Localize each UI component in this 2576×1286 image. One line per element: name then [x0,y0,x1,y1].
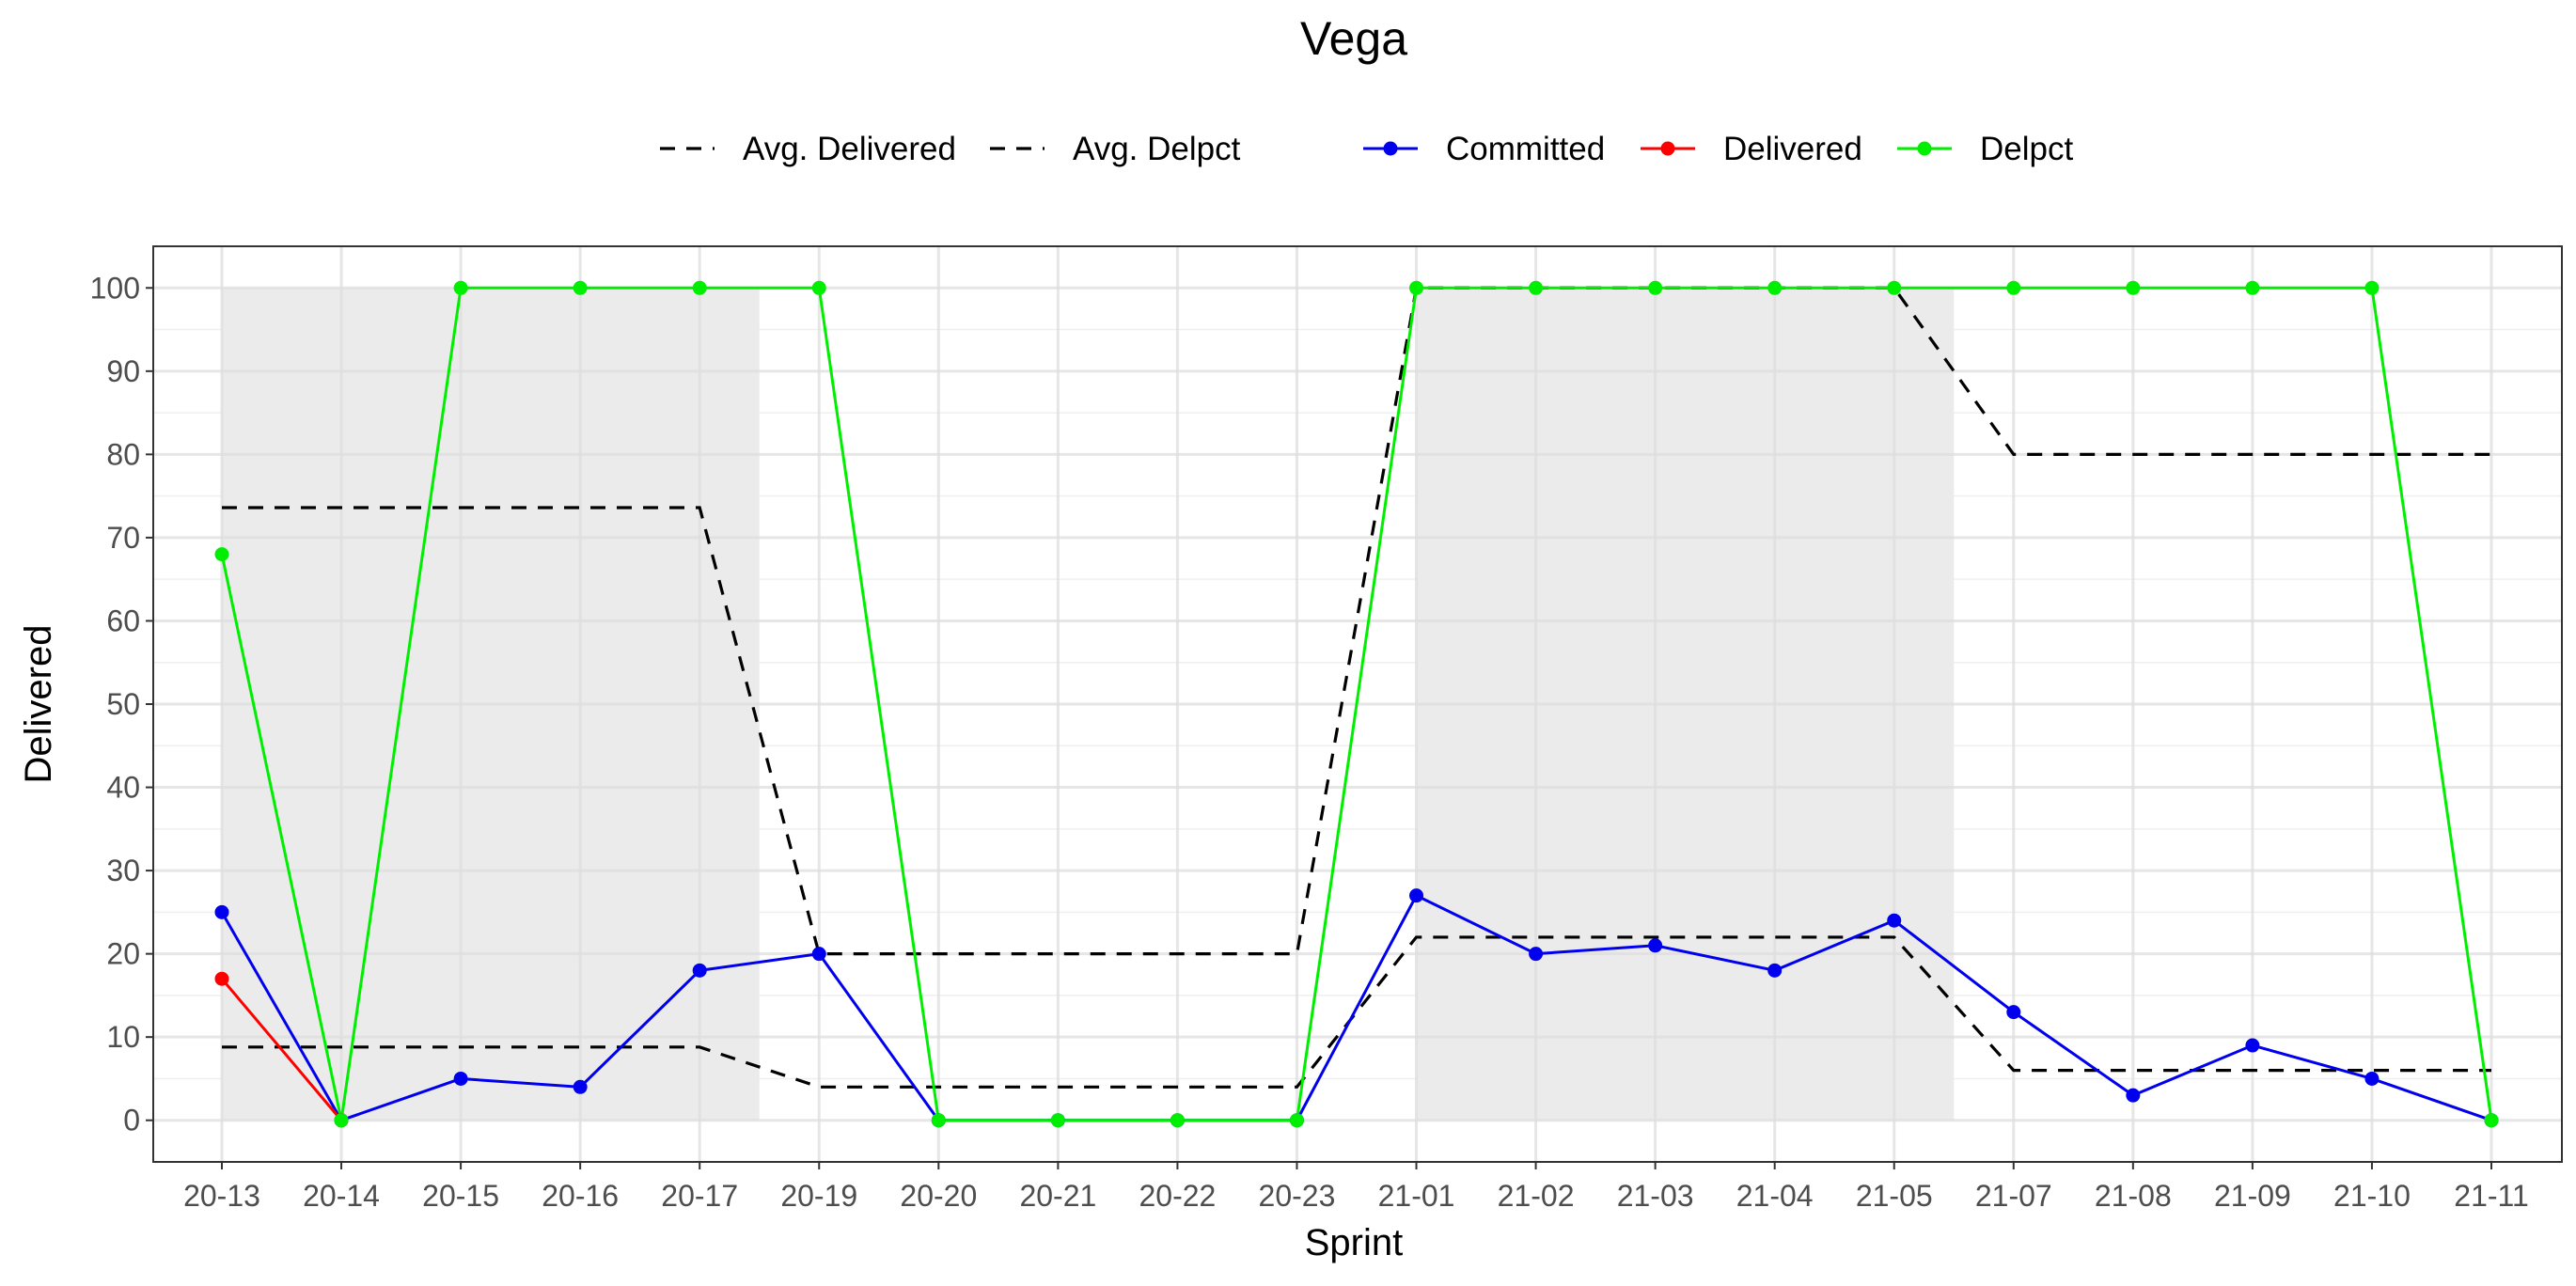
data-point-delpct [2126,280,2141,295]
legend-item-avg-delivered: Avg. Delivered [660,131,956,167]
data-point-delpct [1170,1113,1185,1128]
y-tick-label: 80 [106,437,140,471]
data-point-delpct [2006,280,2021,295]
data-point-delpct [1648,280,1663,295]
data-point-committed [1529,947,1544,962]
y-tick-label: 60 [106,604,140,637]
series-line-avg-delpct [222,286,2491,956]
data-point-committed [692,963,707,978]
x-tick-label: 20-19 [780,1179,857,1213]
x-tick-label: 21-08 [2095,1179,2172,1213]
legend-label: Avg. Delpct [1073,131,1241,167]
legend-label: Committed [1446,131,1605,167]
data-point-committed [2126,1088,2141,1103]
data-point-committed [2006,1005,2021,1020]
chart-title: Vega [1300,12,1407,65]
legend-key-point [1660,141,1675,156]
data-point-delpct [214,547,229,562]
series-line-avg-delivered [222,935,2491,1089]
series-points [214,280,2499,1128]
data-point-delpct [811,280,826,295]
y-tick-label: 40 [106,771,140,805]
x-tick-label: 20-14 [303,1179,380,1213]
x-tick-label: 21-04 [1736,1179,1814,1213]
data-point-committed [1648,938,1663,953]
data-point-delpct [2364,280,2380,295]
legend-item-committed: Committed [1363,131,1605,167]
series-line-delivered [220,978,343,1121]
data-point-delivered [214,971,229,986]
legend-item-avg-delpct: Avg. Delpct [990,131,1241,167]
x-tick-label: 20-20 [900,1179,977,1213]
y-tick-label: 10 [106,1020,140,1054]
y-tick-label: 0 [123,1104,140,1137]
x-tick-label: 21-07 [1975,1179,2052,1213]
x-tick-label: 21-05 [1856,1179,1933,1213]
y-tick-label: 20 [106,937,140,971]
x-axis: 20-13 20-14 20-15 20-16 20-17 20-19 20-20 20-21… [183,1162,2529,1213]
data-point-delpct [573,280,588,295]
y-tick-label: 90 [106,354,140,388]
data-point-committed [2364,1071,2380,1086]
legend-label: Delivered [1723,131,1862,167]
x-tick-label: 20-22 [1139,1179,1216,1213]
x-tick-label: 20-13 [183,1179,260,1213]
data-point-delpct [2484,1113,2499,1128]
series-line-delpct [220,286,2493,1122]
data-point-committed [1767,963,1783,978]
series-lines [220,286,2493,1122]
data-point-committed [453,1071,468,1086]
series-line-committed [220,893,2492,1122]
y-axis-title: Delivered [18,625,59,784]
data-point-delpct [1887,280,1902,295]
y-tick-label: 30 [106,854,140,887]
x-tick-label: 20-21 [1019,1179,1096,1213]
legend-key-point [1917,141,1932,156]
data-point-delpct [1767,280,1783,295]
y-tick-label: 50 [106,687,140,721]
data-point-committed [1409,888,1424,903]
data-point-delpct [692,280,707,295]
data-point-delpct [931,1113,946,1128]
data-point-delpct [1409,280,1424,295]
data-point-delpct [1289,1113,1304,1128]
data-point-delpct [1050,1113,1065,1128]
data-point-committed [1887,913,1902,928]
x-tick-label: 21-02 [1498,1179,1575,1213]
data-point-committed [811,947,826,962]
legend-label: Avg. Delivered [743,131,956,167]
x-tick-label: 21-09 [2214,1179,2291,1213]
data-point-delpct [2245,280,2260,295]
data-point-committed [573,1079,588,1094]
x-tick-label: 21-10 [2333,1179,2411,1213]
x-tick-label: 20-23 [1259,1179,1336,1213]
data-point-delpct [453,280,468,295]
legend-key-point [1383,141,1398,156]
x-tick-label: 21-03 [1617,1179,1694,1213]
x-tick-label: 20-16 [542,1179,619,1213]
x-tick-label: 21-01 [1378,1179,1455,1213]
data-point-committed [2245,1038,2260,1053]
data-point-delpct [1529,280,1544,295]
data-point-committed [214,904,229,919]
legend-label: Delpct [1980,131,2073,167]
x-axis-title: Sprint [1305,1222,1404,1263]
legend-item-delivered: Delivered [1641,131,1862,167]
y-tick-label: 70 [106,521,140,555]
x-tick-label: 21-11 [2454,1179,2528,1213]
data-point-delpct [334,1113,349,1128]
x-tick-label: 20-15 [422,1179,499,1213]
legend: Avg. Delivered Avg. Delpct Committed Delive… [660,131,2073,167]
y-axis: 0 10 20 30 40 50 60 70 80 90 100 [90,271,153,1137]
y-tick-label: 100 [90,271,140,305]
legend-item-delpct: Delpct [1897,131,2073,167]
x-tick-label: 20-17 [661,1179,738,1213]
